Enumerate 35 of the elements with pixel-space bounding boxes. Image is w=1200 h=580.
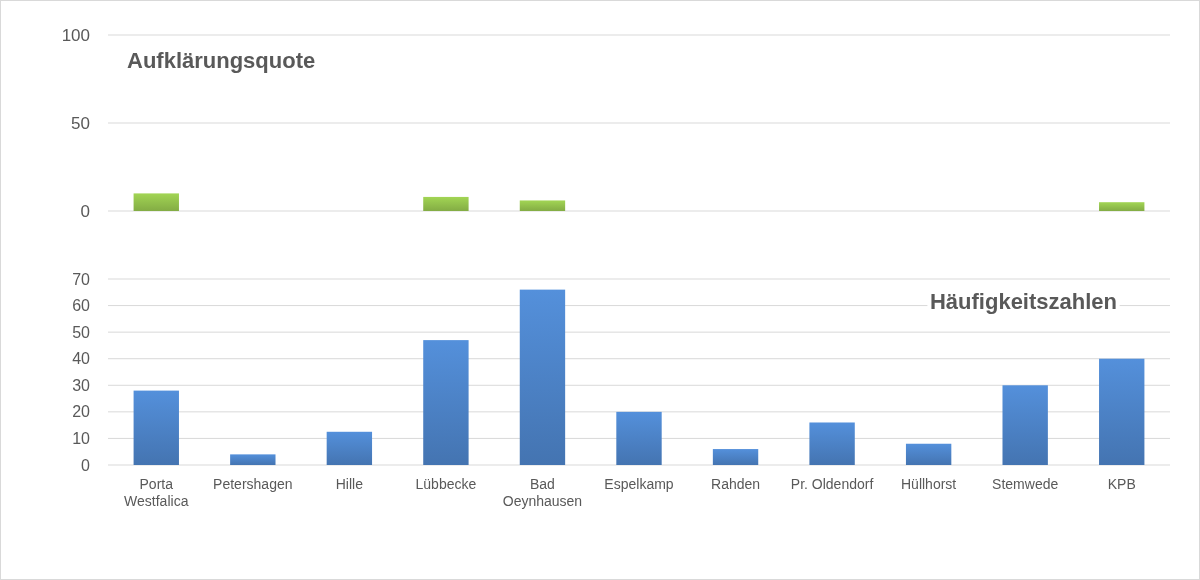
y-tick-label: 40 bbox=[72, 350, 91, 368]
x-tick-label: Petershagen bbox=[213, 476, 293, 492]
text: Häufigkeitszahlen bbox=[929, 289, 1117, 314]
y-tick-label: 10 bbox=[72, 430, 91, 448]
x-tick-label: Stemwede bbox=[992, 476, 1059, 492]
bar bbox=[712, 449, 759, 465]
y-tick-label: 100 bbox=[61, 25, 90, 45]
x-tick-label: Bad Oeynhausen bbox=[502, 476, 583, 509]
y-tick-label: 50 bbox=[71, 113, 90, 133]
x-tick-label: Hüllhorst bbox=[901, 476, 957, 492]
x-tick-label: Hille bbox=[335, 476, 364, 492]
bar bbox=[230, 454, 276, 465]
x-tick-label: Porta Westfalica bbox=[124, 476, 189, 509]
x-tick-label: Pr. Oldendorf bbox=[790, 476, 874, 492]
y-tick-label: 60 bbox=[72, 297, 91, 315]
bar bbox=[1099, 358, 1145, 465]
bar bbox=[326, 431, 373, 465]
bar bbox=[1002, 385, 1048, 465]
y-tick-label: 70 bbox=[72, 270, 91, 288]
y-tick-label: 20 bbox=[72, 403, 91, 421]
y-tick-label: 0 bbox=[81, 456, 91, 474]
y-tick-label: 50 bbox=[72, 323, 91, 341]
text: Aufklärungsquote bbox=[127, 48, 316, 73]
bar bbox=[905, 443, 952, 465]
x-tick-label: Rahden bbox=[711, 476, 761, 492]
x-tick-label: Lübbecke bbox=[415, 476, 477, 492]
bar bbox=[133, 390, 179, 465]
bar bbox=[423, 340, 469, 465]
bar bbox=[519, 289, 566, 465]
x-tick-label: Espelkamp bbox=[604, 476, 674, 492]
bar bbox=[616, 411, 662, 465]
bar bbox=[809, 422, 855, 465]
y-tick-label: 30 bbox=[72, 376, 91, 394]
x-tick-label: KPB bbox=[1107, 476, 1136, 492]
y-tick-label: 0 bbox=[80, 201, 90, 221]
